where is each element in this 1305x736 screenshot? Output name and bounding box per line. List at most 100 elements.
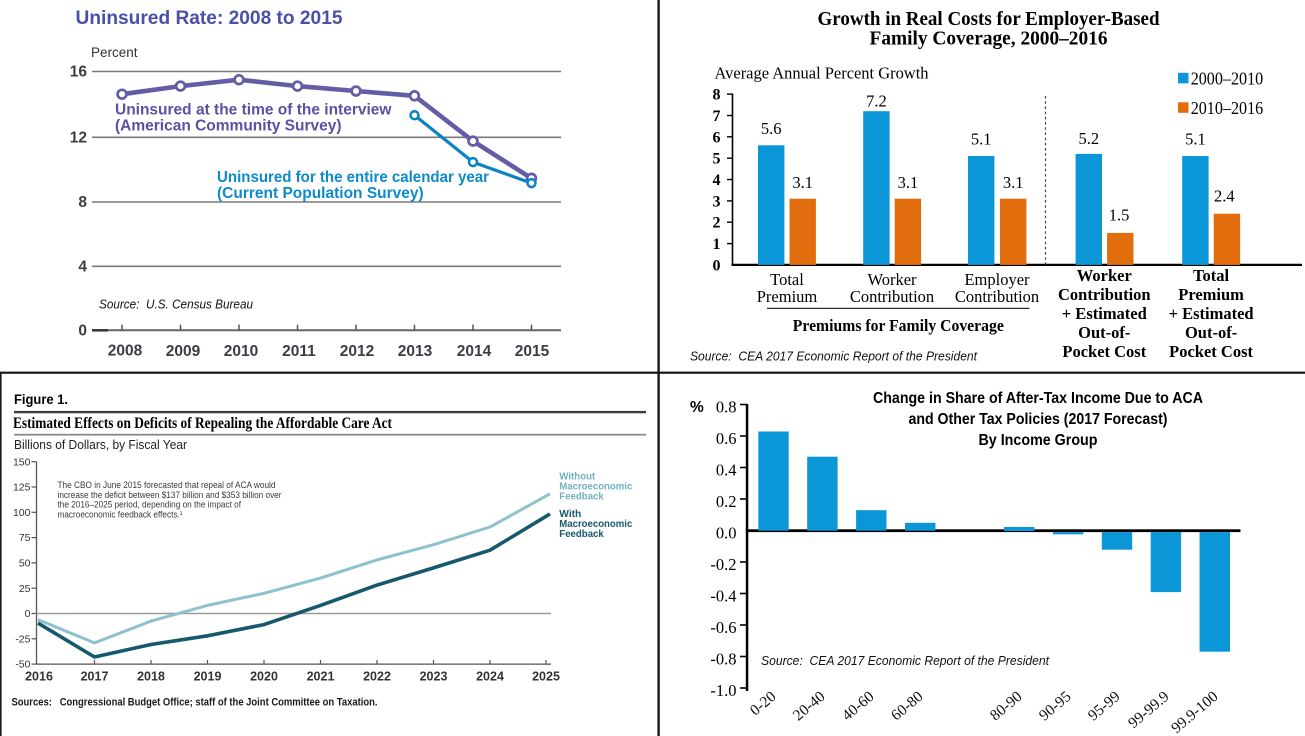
svg-text:Premium: Premium: [757, 287, 818, 306]
svg-text:0: 0: [25, 608, 31, 620]
svg-text:2009: 2009: [166, 343, 201, 360]
svg-text:3.1: 3.1: [792, 173, 813, 192]
svg-text:0.6: 0.6: [716, 429, 737, 448]
svg-text:Growth in Real Costs for Emplo: Growth in Real Costs for Employer-Based: [818, 9, 1160, 30]
svg-text:With: With: [559, 508, 581, 520]
svg-text:Pocket Cost: Pocket Cost: [1169, 342, 1253, 361]
svg-text:8: 8: [713, 87, 721, 104]
svg-text:and Other Tax Policies (2017 F: and Other Tax Policies (2017 Forecast): [909, 411, 1168, 428]
svg-text:Source: CEA 2017 Economic Rep: Source: CEA 2017 Economic Report of the …: [761, 653, 1050, 668]
svg-text:2.4: 2.4: [1214, 187, 1235, 206]
svg-text:125: 125: [13, 482, 31, 494]
svg-text:Contribution: Contribution: [955, 287, 1039, 306]
svg-text:-0.8: -0.8: [710, 649, 736, 668]
svg-text:Pocket Cost: Pocket Cost: [1062, 342, 1146, 361]
svg-text:0.0: 0.0: [716, 523, 737, 542]
svg-text:2020: 2020: [250, 670, 278, 684]
svg-text:Macroeconomic: Macroeconomic: [559, 481, 632, 493]
svg-text:2017: 2017: [81, 670, 109, 684]
svg-text:the 2016–2025 period, dependin: the 2016–2025 period, depending on the i…: [58, 500, 242, 510]
svg-text:Uninsured for the entire calen: Uninsured for the entire calendar year: [217, 169, 489, 186]
svg-text:The CBO in June 2015 forecaste: The CBO in June 2015 forecasted that rep…: [58, 480, 276, 490]
svg-text:7: 7: [713, 108, 721, 125]
svg-text:4: 4: [78, 258, 87, 275]
svg-text:Employer: Employer: [964, 270, 1030, 289]
svg-text:150: 150: [13, 456, 31, 468]
svg-text:-50: -50: [15, 659, 30, 671]
svg-text:Source: CEA 2017 Economic Rep: Source: CEA 2017 Economic Report of the …: [690, 348, 978, 363]
svg-text:0: 0: [78, 322, 87, 339]
svg-text:Out-of-: Out-of-: [1078, 323, 1130, 342]
svg-text:Change in Share of After-Tax I: Change in Share of After-Tax Income Due …: [873, 390, 1203, 407]
svg-text:2012: 2012: [340, 343, 374, 360]
svg-text:%: %: [690, 399, 704, 416]
svg-text:-25: -25: [15, 633, 30, 645]
svg-text:2008: 2008: [108, 343, 143, 360]
svg-text:2013: 2013: [398, 343, 433, 360]
svg-text:-0.2: -0.2: [710, 555, 736, 574]
svg-text:8: 8: [78, 194, 87, 211]
svg-text:5.1: 5.1: [1185, 130, 1206, 149]
svg-text:Total: Total: [770, 270, 804, 289]
svg-text:75: 75: [19, 532, 31, 544]
svg-text:+ Estimated: + Estimated: [1169, 304, 1254, 323]
svg-text:Feedback: Feedback: [559, 491, 604, 503]
svg-text:Figure 1.: Figure 1.: [14, 392, 68, 407]
svg-text:Total: Total: [1193, 266, 1229, 285]
svg-text:2019: 2019: [194, 670, 222, 684]
svg-text:Premium: Premium: [1178, 285, 1244, 304]
svg-text:25: 25: [19, 583, 31, 595]
svg-text:-0.6: -0.6: [710, 618, 736, 637]
svg-text:0.8: 0.8: [716, 397, 737, 416]
svg-text:2025: 2025: [532, 670, 560, 684]
svg-text:macroeconomic feedback effects: macroeconomic feedback effects.¹: [58, 509, 183, 519]
svg-text:2016: 2016: [25, 670, 53, 684]
svg-text:0: 0: [713, 257, 721, 274]
svg-text:+ Estimated: + Estimated: [1062, 304, 1147, 323]
svg-text:12: 12: [70, 129, 87, 146]
svg-text:2014: 2014: [457, 343, 492, 360]
svg-text:50: 50: [19, 558, 31, 570]
svg-text:Out-of-: Out-of-: [1185, 323, 1237, 342]
svg-text:0.4: 0.4: [716, 460, 737, 479]
svg-text:2000–2010: 2000–2010: [1191, 69, 1264, 89]
svg-text:2021: 2021: [307, 670, 335, 684]
svg-text:3.1: 3.1: [1003, 173, 1024, 192]
svg-text:increase the deficit between $: increase the deficit between $137 billio…: [58, 490, 282, 500]
svg-text:2011: 2011: [282, 343, 316, 360]
svg-text:Family Coverage, 2000–2016: Family Coverage, 2000–2016: [870, 29, 1108, 50]
svg-text:3.1: 3.1: [898, 173, 919, 192]
svg-text:7.2: 7.2: [866, 92, 887, 111]
svg-text:1: 1: [713, 236, 721, 253]
svg-text:Percent: Percent: [91, 45, 138, 60]
svg-text:Feedback: Feedback: [559, 528, 604, 540]
svg-text:Contribution: Contribution: [850, 287, 934, 306]
svg-text:1.5: 1.5: [1109, 206, 1130, 225]
svg-text:Source: U.S. Census Bureau: Source: U.S. Census Bureau: [99, 297, 253, 312]
svg-text:0.2: 0.2: [716, 492, 737, 511]
svg-text:Sources: Congressional Budge: Sources: Congressional Budget Office; st…: [12, 697, 378, 709]
svg-text:5.2: 5.2: [1078, 129, 1099, 148]
svg-text:2023: 2023: [420, 670, 448, 684]
svg-text:Contribution: Contribution: [1058, 285, 1151, 304]
svg-text:2018: 2018: [137, 670, 165, 684]
svg-text:Macroeconomic: Macroeconomic: [559, 518, 632, 530]
svg-text:Average Annual Percent Growth: Average Annual Percent Growth: [715, 64, 930, 83]
svg-text:Billions of Dollars, by Fiscal: Billions of Dollars, by Fiscal Year: [14, 438, 187, 452]
svg-text:2024: 2024: [476, 670, 504, 684]
svg-text:2: 2: [713, 215, 721, 232]
svg-text:6: 6: [713, 129, 721, 146]
svg-text:5.6: 5.6: [761, 119, 782, 138]
svg-text:2022: 2022: [363, 670, 391, 684]
svg-text:Without: Without: [559, 471, 595, 483]
svg-text:5.1: 5.1: [971, 130, 992, 149]
svg-text:Estimated Effects on Deficits: Estimated Effects on Deficits of Repeali…: [13, 415, 393, 432]
svg-text:16: 16: [70, 64, 88, 81]
svg-text:Worker: Worker: [1077, 266, 1132, 285]
svg-text:5: 5: [713, 151, 721, 168]
svg-text:(American Community Survey): (American Community Survey): [115, 118, 342, 135]
svg-text:Uninsured at the time of the i: Uninsured at the time of the interview: [115, 102, 392, 119]
svg-text:2010: 2010: [224, 343, 258, 360]
svg-text:4: 4: [713, 172, 721, 189]
svg-text:By Income Group: By Income Group: [979, 432, 1098, 449]
